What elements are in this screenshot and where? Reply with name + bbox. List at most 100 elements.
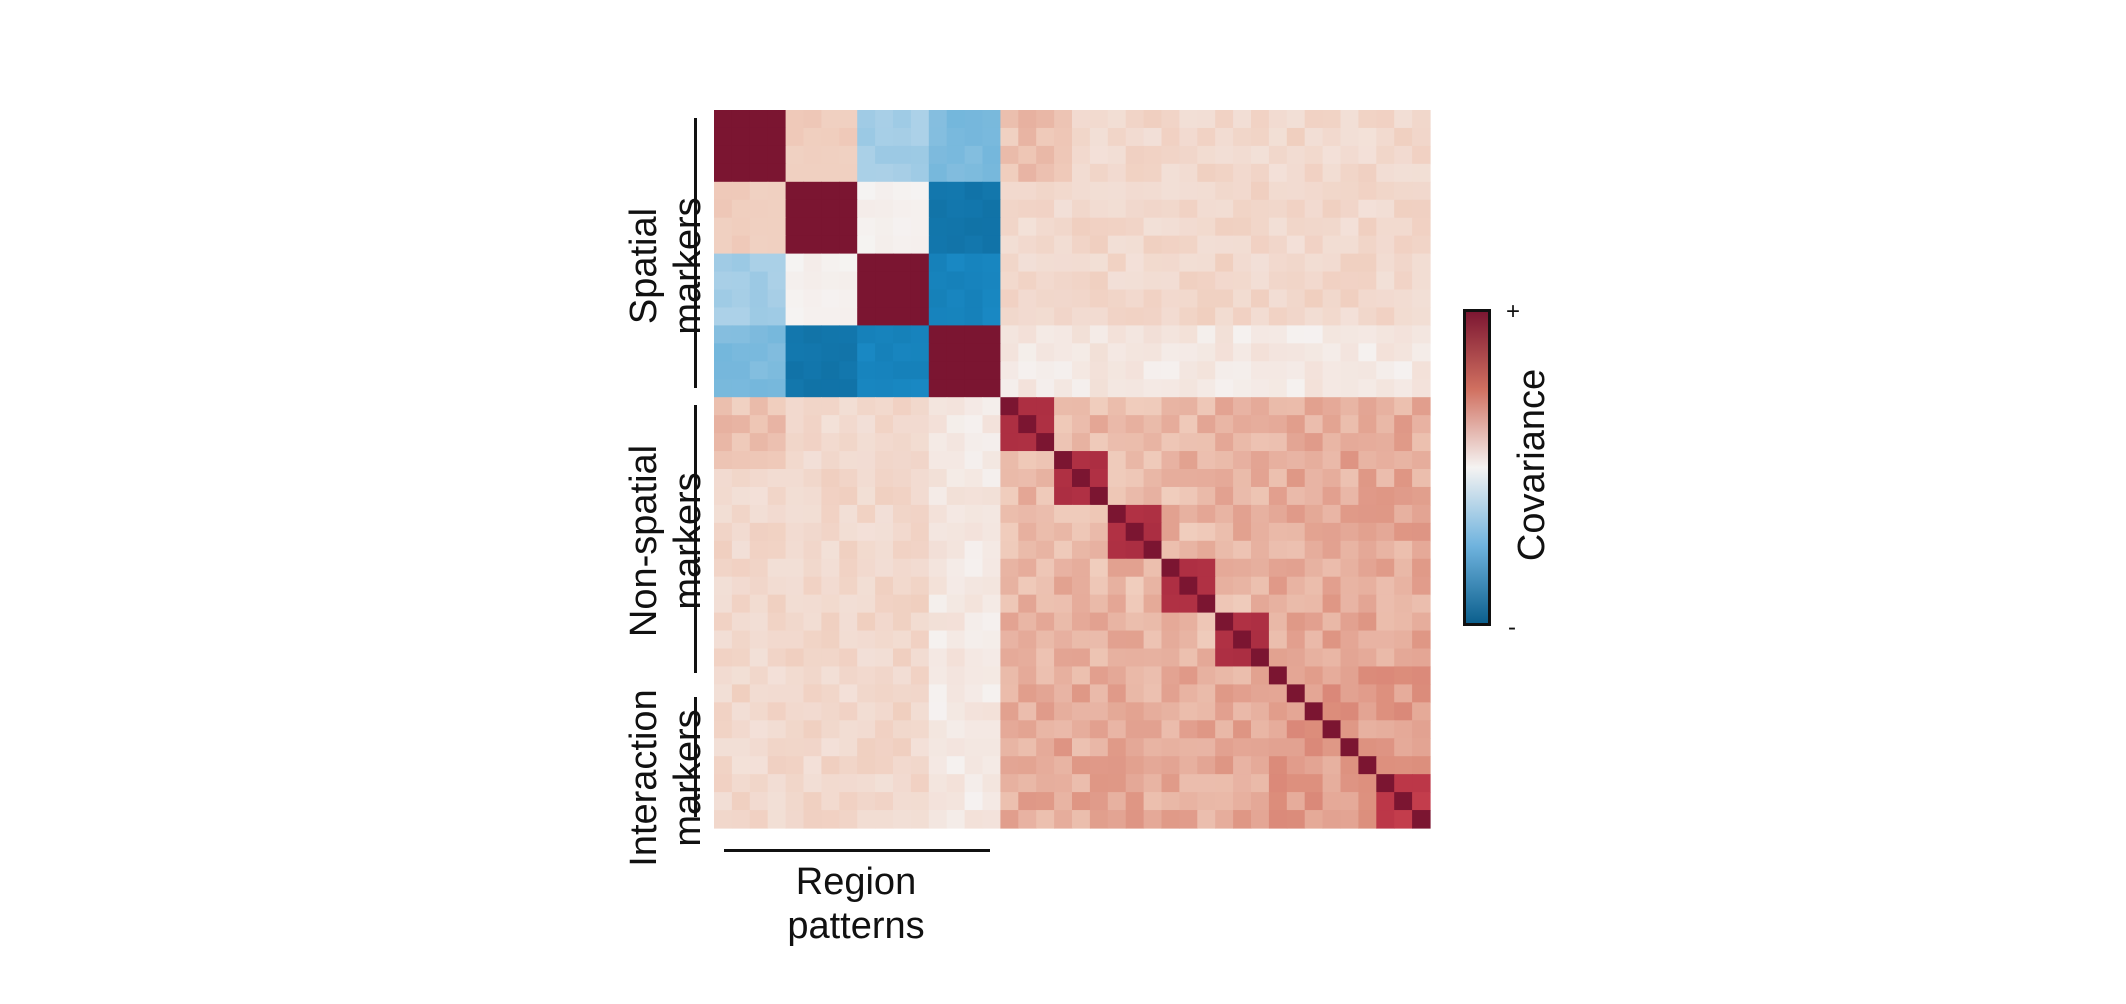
heatmap-cell bbox=[1304, 397, 1324, 416]
heatmap-cell bbox=[1268, 110, 1288, 129]
heatmap-cell bbox=[1054, 127, 1073, 147]
heatmap-cell bbox=[1143, 253, 1163, 273]
heatmap-cell bbox=[731, 486, 751, 506]
heatmap-cell bbox=[964, 738, 984, 757]
heatmap-cell bbox=[1322, 702, 1342, 721]
heatmap-cell bbox=[1412, 253, 1431, 273]
heatmap-cell bbox=[1412, 433, 1431, 452]
heatmap-cell bbox=[857, 127, 876, 147]
heatmap-cell bbox=[1072, 127, 1091, 147]
heatmap-cell bbox=[1251, 433, 1270, 452]
heatmap-cell bbox=[1107, 630, 1127, 650]
heatmap-cell bbox=[1215, 792, 1234, 811]
heatmap-cell bbox=[1268, 415, 1288, 434]
heatmap-cell bbox=[1143, 397, 1163, 416]
heatmap-cell bbox=[1143, 648, 1163, 668]
heatmap-cell bbox=[767, 217, 787, 237]
heatmap-cell bbox=[1412, 792, 1431, 811]
heatmap-cell bbox=[1072, 792, 1091, 811]
heatmap-cell bbox=[857, 181, 876, 201]
heatmap-cell bbox=[749, 522, 769, 542]
heatmap-cell bbox=[1215, 235, 1234, 255]
heatmap-cell bbox=[928, 145, 948, 165]
heatmap-cell bbox=[1072, 163, 1091, 183]
heatmap-cell bbox=[1412, 540, 1431, 560]
heatmap-cell bbox=[1376, 271, 1395, 291]
heatmap-cell bbox=[1233, 110, 1252, 129]
heatmap-cell bbox=[1054, 145, 1073, 165]
heatmap-cell bbox=[982, 522, 1001, 542]
heatmap-cell bbox=[1089, 163, 1109, 183]
heatmap-cell bbox=[1197, 271, 1216, 291]
heatmap-cell bbox=[1000, 163, 1019, 183]
heatmap-cell bbox=[1268, 253, 1288, 273]
heatmap-cell bbox=[714, 253, 733, 273]
heatmap-cell bbox=[1125, 469, 1145, 488]
heatmap-cell bbox=[1161, 289, 1180, 309]
heatmap-cell bbox=[1161, 433, 1180, 452]
heatmap-cell bbox=[821, 720, 840, 739]
heatmap-cell bbox=[1286, 289, 1306, 309]
heatmap-cell bbox=[803, 433, 822, 452]
heatmap-cell bbox=[1054, 343, 1073, 362]
heatmap-cell bbox=[964, 451, 984, 470]
heatmap-cell bbox=[821, 181, 840, 201]
heatmap-cell bbox=[1179, 451, 1198, 470]
heatmap-cell bbox=[964, 307, 984, 326]
heatmap-cell bbox=[1215, 720, 1234, 739]
heatmap-cell bbox=[928, 792, 948, 811]
heatmap-cell bbox=[1161, 379, 1180, 398]
heatmap-cell bbox=[1286, 379, 1306, 398]
heatmap-cell bbox=[1197, 235, 1216, 255]
heatmap-cell bbox=[1072, 486, 1091, 506]
heatmap-cell bbox=[1268, 576, 1288, 596]
heatmap-cell bbox=[1054, 720, 1073, 739]
heatmap-cell bbox=[928, 774, 948, 793]
heatmap-cell bbox=[964, 576, 984, 596]
heatmap-cell bbox=[785, 415, 805, 434]
heatmap-cell bbox=[821, 163, 840, 183]
heatmap-cell bbox=[785, 110, 805, 129]
heatmap-cell bbox=[821, 253, 840, 273]
heatmap-cell bbox=[982, 361, 1001, 380]
heatmap-cell bbox=[893, 576, 912, 596]
heatmap-cell bbox=[928, 594, 948, 614]
heatmap-cell bbox=[749, 181, 769, 201]
heatmap-cell bbox=[1161, 235, 1180, 255]
heatmap-cell bbox=[964, 235, 984, 255]
heatmap-cell bbox=[1179, 720, 1198, 739]
heatmap-cell bbox=[1376, 379, 1395, 398]
heatmap-cell bbox=[1125, 774, 1145, 793]
heatmap-cell bbox=[839, 145, 858, 165]
heatmap-cell bbox=[1376, 145, 1395, 165]
heatmap-cell bbox=[1286, 540, 1306, 560]
nonspatial-bracket-line bbox=[694, 405, 697, 673]
heatmap-cell bbox=[910, 738, 930, 757]
heatmap-cell bbox=[1304, 792, 1324, 811]
heatmap-cell bbox=[821, 648, 840, 668]
heatmap-cell bbox=[1286, 307, 1306, 326]
heatmap-cell bbox=[1322, 594, 1342, 614]
heatmap-cell bbox=[1143, 181, 1163, 201]
heatmap-cell bbox=[1036, 810, 1055, 829]
heatmap-cell bbox=[1054, 576, 1073, 596]
heatmap-cell bbox=[1322, 738, 1342, 757]
heatmap-cell bbox=[1322, 361, 1342, 380]
heatmap-cell bbox=[1054, 199, 1073, 219]
heatmap-cell bbox=[982, 630, 1001, 650]
heatmap-cell bbox=[1340, 307, 1359, 326]
heatmap-cell bbox=[1233, 738, 1252, 757]
heatmap-cell bbox=[1268, 271, 1288, 291]
heatmap-cell bbox=[1036, 199, 1055, 219]
heatmap-cell bbox=[1197, 558, 1216, 578]
heatmap-cell bbox=[839, 307, 858, 326]
heatmap-cell bbox=[893, 235, 912, 255]
heatmap-cell bbox=[1251, 253, 1270, 273]
heatmap-cell bbox=[1054, 379, 1073, 398]
heatmap-cell bbox=[767, 127, 787, 147]
heatmap-cell bbox=[1197, 738, 1216, 757]
heatmap-cell bbox=[767, 558, 787, 578]
heatmap-cell bbox=[857, 504, 876, 524]
heatmap-cell bbox=[928, 110, 948, 129]
heatmap-cell bbox=[1197, 289, 1216, 309]
